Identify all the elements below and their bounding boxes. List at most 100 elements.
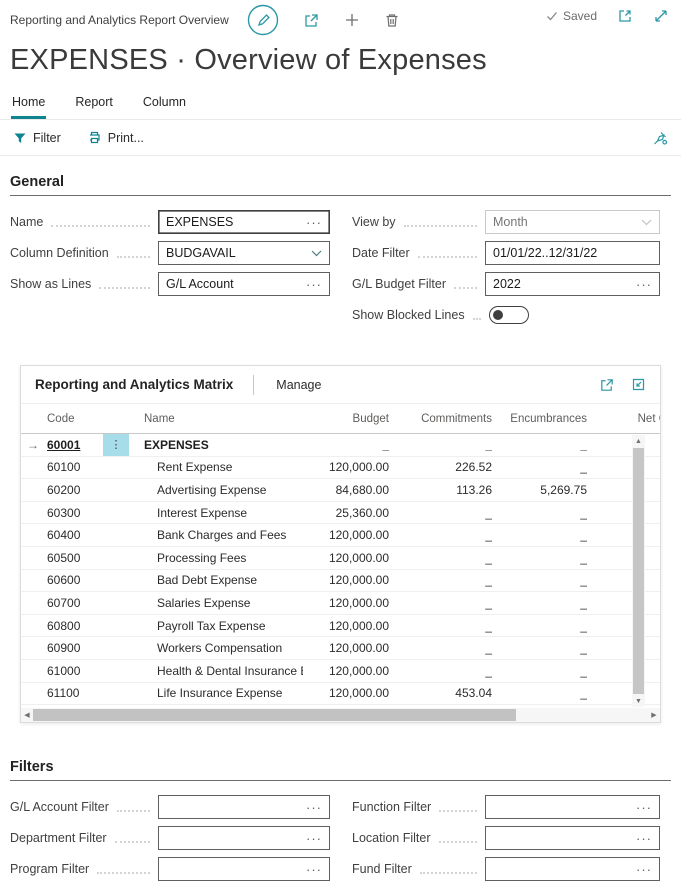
table-row[interactable]: 60900 Workers Compensation 120,000.00 _ … bbox=[21, 637, 660, 660]
open-in-new-window-button[interactable] bbox=[617, 8, 633, 24]
column-header-code[interactable]: Code bbox=[47, 412, 75, 425]
gl-budget-filter-input[interactable] bbox=[493, 277, 631, 291]
scroll-down-arrow[interactable]: ▼ bbox=[635, 697, 642, 705]
new-button[interactable] bbox=[344, 12, 360, 28]
row-menu-icon[interactable] bbox=[103, 637, 129, 659]
table-row[interactable]: 60100 Rent Expense 120,000.00 226.52 _ bbox=[21, 457, 660, 480]
row-encumbrances: _ bbox=[580, 595, 587, 610]
table-row[interactable]: 61000 Health & Dental Insurance E... 120… bbox=[21, 660, 660, 683]
dotted-leader bbox=[438, 834, 477, 843]
row-menu-icon[interactable] bbox=[103, 547, 129, 569]
assist-edit-icon[interactable] bbox=[306, 832, 322, 845]
maximize-button[interactable] bbox=[653, 8, 669, 24]
dotted-leader bbox=[472, 311, 481, 320]
assist-edit-icon[interactable] bbox=[636, 832, 652, 845]
row-commitments: _ bbox=[485, 505, 492, 520]
horizontal-scrollbar-thumb[interactable] bbox=[33, 709, 516, 721]
tab-column[interactable]: Column bbox=[142, 95, 186, 109]
column-header-budget[interactable]: Budget bbox=[352, 412, 389, 425]
location-filter-input[interactable] bbox=[493, 831, 631, 845]
edit-button[interactable] bbox=[247, 4, 279, 36]
row-code[interactable]: 60900 bbox=[47, 641, 81, 656]
table-row[interactable]: 60700 Salaries Expense 120,000.00 _ _ bbox=[21, 592, 660, 615]
row-code[interactable]: 61100 bbox=[47, 686, 80, 701]
scroll-up-arrow[interactable]: ▲ bbox=[635, 437, 642, 445]
row-code[interactable]: 60200 bbox=[47, 482, 81, 497]
column-header-name[interactable]: Name bbox=[144, 412, 175, 425]
row-menu-icon[interactable] bbox=[103, 502, 129, 524]
matrix-focus-mode-button[interactable] bbox=[631, 377, 646, 392]
row-menu-icon[interactable] bbox=[103, 615, 129, 637]
name-input[interactable] bbox=[166, 215, 301, 229]
column-definition-input[interactable] bbox=[166, 246, 311, 260]
row-menu-icon[interactable] bbox=[103, 660, 129, 682]
vertical-scrollbar-thumb[interactable] bbox=[633, 448, 644, 694]
column-header-encumbrances[interactable]: Encumbrances bbox=[510, 412, 587, 425]
row-code[interactable]: 60100 bbox=[47, 460, 81, 475]
row-code[interactable]: 60001 bbox=[47, 437, 81, 452]
table-row[interactable]: 60500 Processing Fees 120,000.00 _ _ bbox=[21, 547, 660, 570]
table-row[interactable]: 60600 Bad Debt Expense 120,000.00 _ _ bbox=[21, 570, 660, 593]
table-row[interactable]: 60400 Bank Charges and Fees 120,000.00 _… bbox=[21, 524, 660, 547]
table-row[interactable]: 60300 Interest Expense 25,360.00 _ _ bbox=[21, 502, 660, 525]
row-code[interactable]: 60300 bbox=[47, 505, 81, 520]
assist-edit-icon[interactable] bbox=[636, 863, 652, 876]
chevron-down-icon[interactable] bbox=[311, 250, 322, 257]
function-filter-input[interactable] bbox=[493, 800, 631, 814]
gl-account-filter-input[interactable] bbox=[166, 800, 301, 814]
row-code[interactable]: 61000 bbox=[47, 663, 81, 678]
date-filter-input[interactable] bbox=[493, 246, 652, 260]
dotted-leader bbox=[403, 218, 477, 227]
table-row[interactable]: 60800 Payroll Tax Expense 120,000.00 _ _ bbox=[21, 615, 660, 638]
row-menu-icon[interactable] bbox=[103, 592, 129, 614]
row-code[interactable]: 60600 bbox=[47, 573, 81, 588]
program-filter-input[interactable] bbox=[166, 862, 301, 876]
filter-button[interactable]: Filter bbox=[13, 131, 61, 145]
row-menu-icon[interactable] bbox=[103, 457, 129, 479]
manage-menu[interactable]: Manage bbox=[276, 377, 322, 392]
share-button[interactable] bbox=[303, 12, 320, 29]
show-as-lines-input[interactable] bbox=[166, 277, 301, 291]
table-row[interactable]: 61100 Life Insurance Expense 120,000.00 … bbox=[21, 683, 660, 706]
function-filter-field bbox=[485, 795, 660, 819]
delete-button[interactable] bbox=[384, 12, 400, 28]
row-budget: 84,680.00 bbox=[335, 482, 389, 497]
scroll-left-arrow[interactable]: ◀ bbox=[24, 712, 30, 719]
vertical-scrollbar[interactable]: ▲ ▼ bbox=[632, 435, 645, 707]
row-menu-icon[interactable] bbox=[103, 434, 129, 456]
general-section-title: General bbox=[10, 174, 671, 196]
filters-form: G/L Account Filter Department Filter Pro… bbox=[10, 795, 671, 881]
assist-edit-icon[interactable] bbox=[636, 801, 652, 814]
row-name: Interest Expense bbox=[157, 505, 248, 520]
column-definition-field-label: Column Definition bbox=[10, 246, 109, 260]
assist-edit-icon[interactable] bbox=[636, 278, 652, 291]
assist-edit-icon[interactable] bbox=[306, 216, 322, 229]
show-blocked-lines-toggle[interactable] bbox=[488, 306, 529, 324]
row-code[interactable]: 60800 bbox=[47, 618, 81, 633]
chevron-down-icon bbox=[641, 219, 652, 226]
table-row[interactable]: 60200 Advertising Expense 84,680.00 113.… bbox=[21, 479, 660, 502]
fund-filter-input[interactable] bbox=[493, 862, 631, 876]
row-menu-icon[interactable] bbox=[103, 479, 129, 501]
horizontal-scrollbar[interactable]: ◀ ▶ bbox=[21, 708, 660, 722]
row-menu-icon[interactable] bbox=[103, 524, 129, 546]
assist-edit-icon[interactable] bbox=[306, 801, 322, 814]
column-header-net-change[interactable]: Net Change bbox=[637, 412, 660, 425]
row-menu-icon[interactable] bbox=[103, 570, 129, 592]
row-code[interactable]: 60400 bbox=[47, 528, 81, 543]
matrix-share-button[interactable] bbox=[599, 377, 615, 393]
row-budget: 120,000.00 bbox=[328, 528, 389, 543]
column-header-commitments[interactable]: Commitments bbox=[421, 412, 492, 425]
department-filter-input[interactable] bbox=[166, 831, 301, 845]
assist-edit-icon[interactable] bbox=[306, 278, 322, 291]
assist-edit-icon[interactable] bbox=[306, 863, 322, 876]
scroll-right-arrow[interactable]: ▶ bbox=[651, 712, 657, 719]
tab-report[interactable]: Report bbox=[75, 95, 113, 109]
print-button[interactable]: Print... bbox=[87, 130, 144, 145]
row-menu-icon[interactable] bbox=[103, 683, 129, 705]
row-code[interactable]: 60700 bbox=[47, 595, 81, 610]
row-code[interactable]: 60500 bbox=[47, 550, 81, 565]
tab-home[interactable]: Home bbox=[11, 90, 47, 119]
table-row[interactable]: 60001 EXPENSES _ _ _ bbox=[21, 434, 660, 457]
unpin-actionbar-button[interactable] bbox=[652, 130, 668, 146]
